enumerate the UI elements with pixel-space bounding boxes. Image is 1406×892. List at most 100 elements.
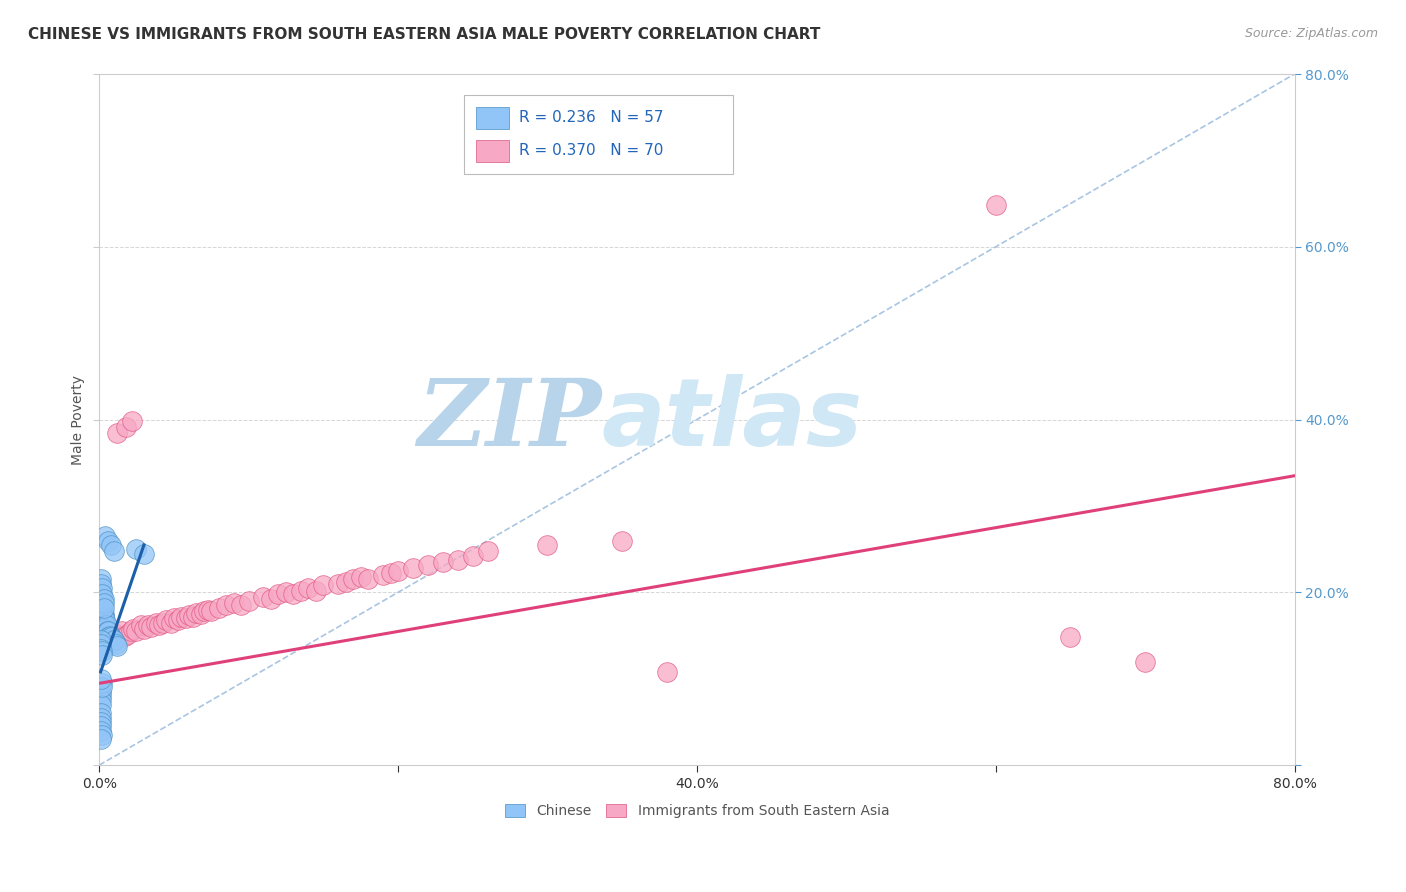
Point	[155, 613, 177, 627]
Point	[349, 570, 371, 584]
Point	[93, 596, 115, 610]
Point	[91, 599, 114, 613]
Point	[97, 624, 120, 639]
Point	[984, 198, 1007, 212]
Point	[432, 555, 454, 569]
Point	[90, 576, 112, 591]
Point	[193, 604, 215, 618]
FancyBboxPatch shape	[475, 107, 509, 129]
Point	[104, 627, 127, 641]
Point	[90, 706, 112, 721]
Point	[93, 609, 115, 624]
Point	[101, 635, 124, 649]
Point	[90, 602, 112, 616]
Text: R = 0.370   N = 70: R = 0.370 N = 70	[519, 144, 664, 158]
Point	[115, 419, 138, 434]
Point	[447, 552, 470, 566]
Point	[110, 624, 132, 639]
Point	[148, 618, 170, 632]
Point	[97, 533, 120, 548]
Point	[357, 573, 380, 587]
Point	[91, 681, 114, 695]
Point	[94, 622, 117, 636]
Point	[335, 574, 357, 589]
Point	[181, 609, 204, 624]
Point	[91, 615, 114, 630]
Text: CHINESE VS IMMIGRANTS FROM SOUTH EASTERN ASIA MALE POVERTY CORRELATION CHART: CHINESE VS IMMIGRANTS FROM SOUTH EASTERN…	[28, 27, 821, 42]
Point	[120, 624, 142, 639]
Point	[91, 590, 114, 604]
Text: ZIP: ZIP	[418, 375, 602, 465]
Point	[94, 618, 117, 632]
Point	[170, 609, 193, 624]
Point	[132, 622, 155, 636]
Point	[105, 639, 128, 653]
Point	[91, 587, 114, 601]
Point	[104, 637, 127, 651]
Point	[91, 648, 114, 662]
Point	[274, 585, 297, 599]
Point	[91, 676, 114, 690]
Point	[90, 693, 112, 707]
Point	[215, 599, 238, 613]
Point	[105, 425, 128, 440]
Y-axis label: Male Poverty: Male Poverty	[72, 375, 86, 465]
Point	[260, 592, 283, 607]
Point	[1059, 630, 1081, 644]
Point	[90, 637, 112, 651]
Point	[197, 602, 219, 616]
Point	[100, 630, 122, 644]
Point	[93, 607, 115, 621]
Point	[91, 728, 114, 742]
Text: R = 0.236   N = 57: R = 0.236 N = 57	[519, 110, 664, 125]
Point	[90, 585, 112, 599]
Point	[94, 529, 117, 543]
Point	[90, 732, 112, 747]
Point	[416, 558, 439, 572]
Point	[129, 618, 152, 632]
Point	[117, 627, 139, 641]
Point	[100, 538, 122, 552]
Point	[461, 549, 484, 563]
Point	[141, 620, 163, 634]
Point	[93, 635, 115, 649]
Point	[90, 632, 112, 647]
Point	[90, 684, 112, 698]
Point	[290, 583, 312, 598]
Point	[186, 606, 208, 620]
Point	[222, 596, 245, 610]
Point	[98, 630, 121, 644]
Point	[91, 607, 114, 621]
Point	[98, 629, 121, 643]
Point	[90, 711, 112, 725]
Point	[90, 573, 112, 587]
Point	[174, 611, 197, 625]
Point	[305, 583, 328, 598]
Point	[138, 618, 160, 632]
Point	[190, 607, 212, 621]
Point	[208, 601, 231, 615]
Point	[91, 644, 114, 658]
Point	[90, 723, 112, 738]
Point	[125, 624, 148, 639]
Point	[96, 624, 118, 639]
Text: Source: ZipAtlas.com: Source: ZipAtlas.com	[1244, 27, 1378, 40]
Point	[101, 629, 124, 643]
Point	[93, 615, 115, 630]
Point	[152, 615, 174, 630]
Point	[96, 629, 118, 643]
Point	[91, 581, 114, 595]
Point	[90, 594, 112, 608]
Point	[238, 594, 260, 608]
Point	[98, 632, 121, 647]
Point	[90, 637, 112, 651]
Point	[90, 689, 112, 703]
Point	[96, 618, 118, 632]
Point	[121, 414, 143, 428]
Point	[93, 592, 115, 607]
Point	[167, 613, 190, 627]
Point	[1133, 655, 1156, 669]
Point	[93, 601, 115, 615]
Point	[477, 544, 499, 558]
Point	[90, 672, 112, 686]
